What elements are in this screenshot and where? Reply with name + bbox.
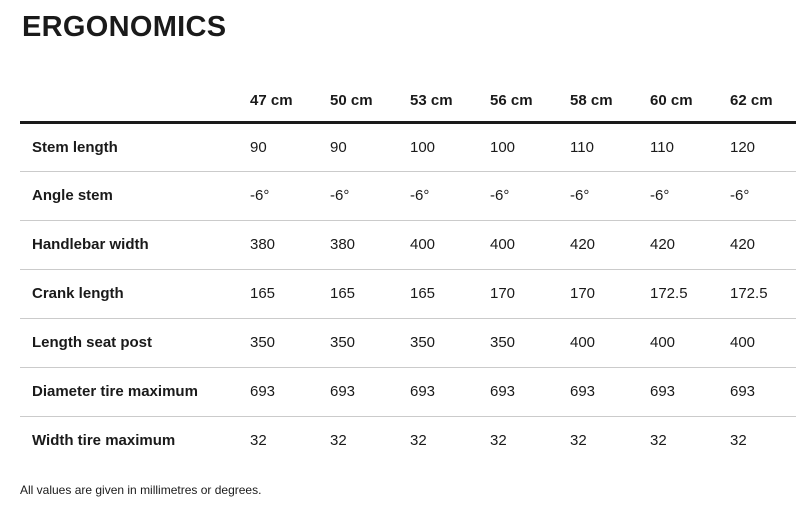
column-header: 47 cm: [250, 80, 330, 124]
cell-value: -6°: [410, 171, 490, 221]
table-header-row: 47 cm 50 cm 53 cm 56 cm 58 cm 60 cm 62 cm: [20, 80, 796, 124]
cell-value: 420: [650, 220, 730, 270]
cell-value: 90: [250, 122, 330, 172]
cell-value: 110: [650, 122, 730, 172]
cell-value: -6°: [250, 171, 330, 221]
cell-value: 693: [490, 367, 570, 417]
table-row: Width tire maximum 32 32 32 32 32 32 32: [20, 416, 796, 465]
cell-value: 350: [330, 318, 410, 368]
cell-value: 693: [250, 367, 330, 417]
table-body: Stem length 90 90 100 100 110 110 120 Angle stem…: [20, 122, 796, 465]
row-label: Width tire maximum: [32, 432, 176, 450]
cell-value: 693: [570, 367, 650, 417]
cell-value: 350: [410, 318, 490, 368]
cell-value: 32: [490, 432, 507, 450]
cell-value: 420: [570, 220, 650, 270]
cell-value: 165: [410, 269, 490, 319]
cell-value: -6°: [730, 171, 796, 221]
row-label: Angle stem: [20, 171, 250, 221]
cell-value: 400: [570, 318, 650, 368]
ergonomics-table: 47 cm 50 cm 53 cm 56 cm 58 cm 60 cm 62 cm Stem…: [20, 80, 796, 465]
footnote: All values are given in millimetres or d…: [20, 483, 262, 497]
table-row: Diameter tire maximum 693 693 693 693 693 693 6…: [20, 367, 796, 417]
cell-value: 693: [650, 367, 730, 417]
cell-value: -6°: [650, 171, 730, 221]
page-title: ERGONOMICS: [22, 11, 227, 43]
row-label: Handlebar width: [20, 220, 250, 270]
table-row: Length seat post 350 350 350 350 400 400 400: [20, 318, 796, 368]
cell-value: 380: [250, 220, 330, 270]
cell-value: 120: [730, 122, 796, 172]
ergonomics-section: ERGONOMICS 47 cm 50 cm 53 cm 56 cm 58 cm 60 c…: [0, 12, 811, 497]
cell-value: 420: [730, 220, 796, 270]
column-header: 60 cm: [650, 80, 730, 124]
cell-value: 32: [730, 432, 747, 450]
cell-value: 400: [650, 318, 730, 368]
cell-value: 400: [490, 220, 570, 270]
cell-value: 172.5: [650, 269, 730, 319]
column-header: 56 cm: [490, 80, 570, 124]
cell-value: 693: [730, 367, 796, 417]
column-header: 50 cm: [330, 80, 410, 124]
row-label: Length seat post: [20, 318, 250, 368]
cell-value: 350: [250, 318, 330, 368]
cell-value: 165: [330, 269, 410, 319]
cell-value: 350: [490, 318, 570, 368]
row-label: Diameter tire maximum: [20, 367, 250, 417]
cell-value: 400: [730, 318, 796, 368]
cell-value: 170: [570, 269, 650, 319]
cell-value: 693: [410, 367, 490, 417]
cell-value: -6°: [570, 171, 650, 221]
cell-value: 32: [650, 432, 667, 450]
cell-value: 32: [410, 432, 427, 450]
cell-value: -6°: [490, 171, 570, 221]
cell-value: 100: [490, 122, 570, 172]
cell-value: 100: [410, 122, 490, 172]
cell-value: 32: [330, 432, 347, 450]
table-row: Angle stem -6° -6° -6° -6° -6° -6° -6°: [20, 171, 796, 221]
table-header: 47 cm 50 cm 53 cm 56 cm 58 cm 60 cm 62 cm: [20, 80, 796, 124]
corner-cell: [20, 80, 250, 124]
cell-value: 110: [570, 122, 650, 172]
cell-value: 693: [330, 367, 410, 417]
cell-value: 400: [410, 220, 490, 270]
cell-value: 380: [330, 220, 410, 270]
cell-value: -6°: [330, 171, 410, 221]
column-header: 62 cm: [730, 80, 796, 124]
table-row: Stem length 90 90 100 100 110 110 120: [20, 122, 796, 172]
column-header: 58 cm: [570, 80, 650, 124]
cell-value: 172.5: [730, 269, 796, 319]
cell-value: 32: [250, 432, 267, 450]
table-row: Crank length 165 165 165 170 170 172.5 172.5: [20, 269, 796, 319]
row-label: Crank length: [20, 269, 250, 319]
cell-value: 165: [250, 269, 330, 319]
row-label: Stem length: [20, 122, 250, 172]
cell-value: 32: [570, 432, 587, 450]
cell-value: 90: [330, 122, 410, 172]
cell-value: 170: [490, 269, 570, 319]
table-row: Handlebar width 380 380 400 400 420 420 420: [20, 220, 796, 270]
column-header: 53 cm: [410, 80, 490, 124]
